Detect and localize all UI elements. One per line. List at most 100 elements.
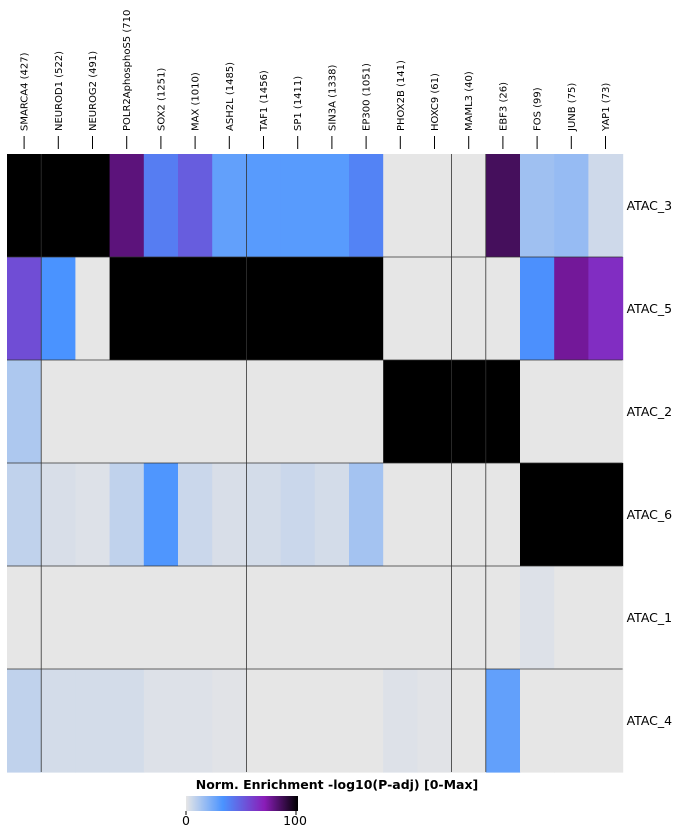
heatmap-cell <box>520 257 555 361</box>
heatmap-cell <box>178 463 213 567</box>
heatmap-cell <box>417 669 453 773</box>
heatmap-cell <box>520 154 555 258</box>
heatmap-cell <box>485 566 521 670</box>
heatmap-cell <box>417 360 453 464</box>
heatmap-cell <box>485 463 521 567</box>
heatmap-cell <box>246 154 282 258</box>
heatmap-cell <box>246 566 282 670</box>
heatmap-cell <box>178 154 213 258</box>
heatmap-cell <box>41 669 76 773</box>
row-labels: ATAC_3 ATAC_5 ATAC_2 ATAC_6 ATAC_1 ATAC_4 <box>627 198 673 728</box>
heatmap-cell <box>212 669 247 773</box>
heatmap-cell <box>314 463 350 567</box>
heatmap-cell <box>246 360 282 464</box>
heatmap-cell <box>485 257 521 361</box>
heatmap-cell <box>41 566 76 670</box>
heatmap-cell <box>417 463 453 567</box>
heatmap-cell <box>75 360 111 464</box>
heatmap-cell <box>314 154 350 258</box>
heatmap-cell <box>383 360 418 464</box>
heatmap-cell <box>178 360 213 464</box>
heatmap-cells <box>7 154 624 773</box>
heatmap-cell <box>246 669 282 773</box>
colorbar-gradient <box>186 796 298 811</box>
heatmap-cell <box>349 154 384 258</box>
heatmap-cell <box>451 566 487 670</box>
heatmap-cell <box>109 566 145 670</box>
heatmap-cell <box>314 360 350 464</box>
heatmap-cell <box>7 463 42 567</box>
heatmap-cell <box>280 669 316 773</box>
heatmap-cell <box>109 154 145 258</box>
heatmap-cell <box>143 154 179 258</box>
heatmap-cell <box>554 360 589 464</box>
column-label: EBF3 (26) <box>498 82 509 131</box>
heatmap-cell <box>588 257 624 361</box>
heatmap-cell <box>485 360 521 464</box>
row-label: ATAC_6 <box>627 507 673 522</box>
heatmap-cell <box>314 257 350 361</box>
heatmap-cell <box>212 463 247 567</box>
heatmap-cell <box>143 257 179 361</box>
heatmap-cell <box>143 463 179 567</box>
heatmap-cell <box>41 257 76 361</box>
heatmap-cell <box>143 566 179 670</box>
heatmap-cell <box>588 360 624 464</box>
heatmap-cell <box>520 669 555 773</box>
heatmap-cell <box>554 257 589 361</box>
heatmap-cell <box>212 257 247 361</box>
heatmap-cell <box>212 360 247 464</box>
column-label: SIN3A (1338) <box>327 64 338 131</box>
heatmap-cell <box>246 463 282 567</box>
heatmap-cell <box>485 154 521 258</box>
heatmap-cell <box>280 360 316 464</box>
heatmap-cell <box>7 257 42 361</box>
heatmap-cell <box>417 566 453 670</box>
heatmap-cell <box>109 669 145 773</box>
heatmap-cell <box>554 463 589 567</box>
column-label: MAX (1010) <box>191 72 202 131</box>
heatmap-cell <box>349 360 384 464</box>
column-labels: SMARCA4 (427) NEUROD1 (522) NEUROG2 (491) P… <box>20 10 612 149</box>
heatmap-cell <box>314 669 350 773</box>
column-label: SMARCA4 (427) <box>20 52 31 131</box>
row-label: ATAC_2 <box>627 404 673 419</box>
colorbar-title: Norm. Enrichment -log10(P-adj) [0-Max] <box>196 777 479 792</box>
heatmap-cell <box>178 566 213 670</box>
heatmap-cell <box>588 669 624 773</box>
heatmap-cell <box>451 463 487 567</box>
heatmap-cell <box>109 463 145 567</box>
heatmap-cell <box>314 566 350 670</box>
heatmap-cell <box>349 669 384 773</box>
heatmap-cell <box>451 669 487 773</box>
heatmap-cell <box>212 154 247 258</box>
column-label: FOS (99) <box>533 87 544 131</box>
row-label: ATAC_5 <box>627 301 673 316</box>
heatmap-cell <box>41 360 76 464</box>
heatmap-cell <box>520 463 555 567</box>
column-label: EP300 (1051) <box>362 63 373 131</box>
row-label: ATAC_1 <box>627 610 673 625</box>
heatmap-cell <box>554 566 589 670</box>
colorbar: Norm. Enrichment -log10(P-adj) [0-Max] 0… <box>182 777 478 828</box>
heatmap-cell <box>75 257 111 361</box>
column-label: MAML3 (40) <box>464 71 475 131</box>
heatmap-cell <box>7 154 42 258</box>
heatmap-cell <box>143 360 179 464</box>
heatmap-cell <box>417 257 453 361</box>
heatmap-cell <box>554 154 589 258</box>
heatmap-cell <box>383 566 418 670</box>
heatmap-cell <box>7 360 42 464</box>
heatmap-cell <box>554 669 589 773</box>
heatmap-cell <box>75 463 111 567</box>
heatmap-cell <box>349 566 384 670</box>
heatmap-cell <box>7 566 42 670</box>
heatmap-cell <box>485 669 521 773</box>
heatmap-cell <box>109 360 145 464</box>
heatmap-cell <box>451 154 487 258</box>
grid-separators <box>7 154 623 772</box>
column-label: SP1 (1411) <box>293 76 304 131</box>
heatmap-cell <box>588 154 624 258</box>
colorbar-min-label: 0 <box>182 813 190 828</box>
